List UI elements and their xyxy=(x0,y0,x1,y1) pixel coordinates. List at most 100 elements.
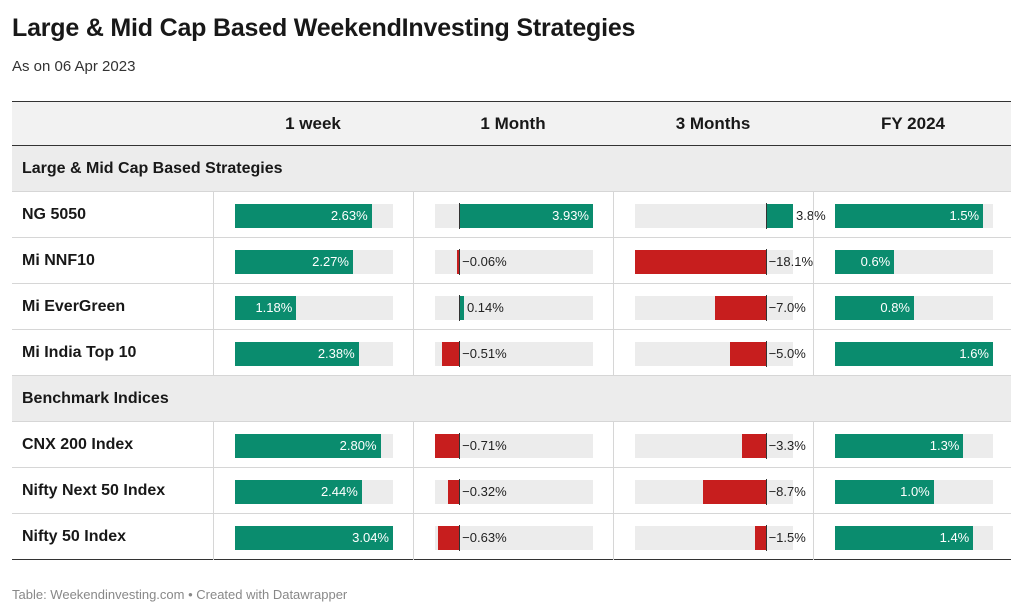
value-cell: 1.18% xyxy=(213,284,413,330)
value-cell: 2.63% xyxy=(213,192,413,238)
data-label: −7.0% xyxy=(768,300,806,315)
zero-line xyxy=(765,433,767,459)
positive-bar xyxy=(235,434,381,458)
table-row: Nifty 50 Index 3.04% −0.63% −1.5% 1.4% xyxy=(12,514,1011,560)
value-cell: 2.38% xyxy=(213,330,413,376)
negative-bar xyxy=(729,342,766,366)
value-cell: 1.3% xyxy=(813,422,1013,468)
data-label: 0.8% xyxy=(880,300,910,315)
row-label: Mi NNF10 xyxy=(22,252,95,269)
value-cell: −8.7% xyxy=(613,468,813,514)
value-cell: −18.1% xyxy=(613,238,813,284)
value-cell: −0.71% xyxy=(413,422,613,468)
data-label: 1.6% xyxy=(959,346,989,361)
data-label: 2.80% xyxy=(339,438,377,453)
bar-track: 1.0% xyxy=(835,480,993,504)
section-header: Benchmark Indices xyxy=(12,376,1011,422)
row-label: Mi India Top 10 xyxy=(22,344,137,361)
data-label: 2.44% xyxy=(320,484,358,499)
zero-line xyxy=(765,341,767,367)
data-label: −18.1% xyxy=(768,254,814,269)
value-cell: 0.8% xyxy=(813,284,1013,330)
data-label: 3.93% xyxy=(552,208,589,223)
row-label: NG 5050 xyxy=(22,206,87,223)
value-cell: 1.5% xyxy=(813,192,1013,238)
table-row: Mi NNF10 2.27% −0.06% −18.1% 0.6% xyxy=(12,238,1011,284)
data-label: 1.5% xyxy=(949,208,980,223)
column-header: 3 Months xyxy=(675,114,751,133)
positive-bar xyxy=(835,250,895,274)
positive-bar xyxy=(235,480,362,504)
data-label: 1.3% xyxy=(929,438,960,453)
data-label: 2.27% xyxy=(312,254,349,269)
column-header: 1 Month xyxy=(480,114,546,133)
table-row: Mi India Top 10 2.38% −0.51% −5.0% 1.6% xyxy=(12,330,1011,376)
bar-track: 1.3% xyxy=(835,434,993,458)
zero-line xyxy=(459,203,461,229)
value-cell: −0.06% xyxy=(413,238,613,284)
row-label: Mi EverGreen xyxy=(22,298,126,315)
negative-bar xyxy=(754,526,766,550)
bar-track: −7.0% xyxy=(635,295,806,321)
data-label: 1.18% xyxy=(255,300,293,315)
zero-line xyxy=(459,295,461,321)
bar-track: 2.44% xyxy=(235,480,393,504)
data-label: 1.0% xyxy=(900,484,930,499)
zero-line xyxy=(459,479,461,505)
bar-track: 1.18% xyxy=(235,296,393,320)
chart-footer: Table: Weekendinvesting.com • Created wi… xyxy=(12,587,348,602)
positive-bar xyxy=(459,204,593,228)
row-label: Nifty 50 Index xyxy=(22,528,127,545)
zero-line xyxy=(459,525,461,551)
data-label: −8.7% xyxy=(768,484,806,499)
bar-track: 3.93% xyxy=(435,203,593,229)
positive-bar xyxy=(835,434,964,458)
data-label: 2.38% xyxy=(317,346,355,361)
data-label: 0.14% xyxy=(466,300,504,315)
value-cell: 1.6% xyxy=(813,330,1013,376)
bar-track: 0.6% xyxy=(835,250,993,274)
data-label: −0.63% xyxy=(462,530,507,545)
value-cell: 1.4% xyxy=(813,514,1013,560)
data-label: −0.32% xyxy=(462,484,507,499)
value-cell: 2.27% xyxy=(213,238,413,284)
negative-bar xyxy=(702,480,766,504)
table-body: Large & Mid Cap Based Strategies NG 5050 2… xyxy=(12,146,1011,560)
value-cell: −3.3% xyxy=(613,422,813,468)
bar-track: 2.27% xyxy=(235,250,393,274)
value-cell: −5.0% xyxy=(613,330,813,376)
negative-bar xyxy=(741,434,766,458)
negative-bar xyxy=(441,342,460,366)
chart-subtitle: As on 06 Apr 2023 xyxy=(12,58,136,75)
bar-track: 2.63% xyxy=(235,204,393,228)
data-label: 2.63% xyxy=(330,208,368,223)
bar-track: 1.5% xyxy=(835,204,993,228)
negative-bar xyxy=(435,434,460,458)
data-label: −0.51% xyxy=(462,346,507,361)
value-cell: −7.0% xyxy=(613,284,813,330)
row-label: CNX 200 Index xyxy=(22,436,134,453)
positive-bar xyxy=(835,204,984,228)
positive-bar xyxy=(235,342,359,366)
zero-line xyxy=(765,479,767,505)
bar-track: −0.51% xyxy=(435,341,593,367)
zero-line xyxy=(765,249,767,275)
positive-bar xyxy=(459,296,464,320)
data-label: 3.04% xyxy=(352,530,389,545)
value-cell: 3.04% xyxy=(213,514,413,560)
table-header: 1 week 1 Month 3 Months FY 2024 xyxy=(12,101,1011,146)
bar-track: 1.4% xyxy=(835,526,993,550)
value-cell: 1.0% xyxy=(813,468,1013,514)
zero-line xyxy=(765,525,767,551)
data-label: 3.8% xyxy=(796,208,826,223)
value-cell: −1.5% xyxy=(613,514,813,560)
bar-track: 3.04% xyxy=(235,526,393,550)
negative-bar xyxy=(715,296,766,320)
data-label: 1.4% xyxy=(939,530,970,545)
data-label: −1.5% xyxy=(768,530,806,545)
table-row: Mi EverGreen 1.18% 0.14% −7.0% 0.8% xyxy=(12,284,1011,330)
bar-track: −1.5% xyxy=(635,525,806,551)
zero-line xyxy=(459,433,461,459)
positive-bar xyxy=(235,296,297,320)
column-header: 1 week xyxy=(285,114,341,133)
